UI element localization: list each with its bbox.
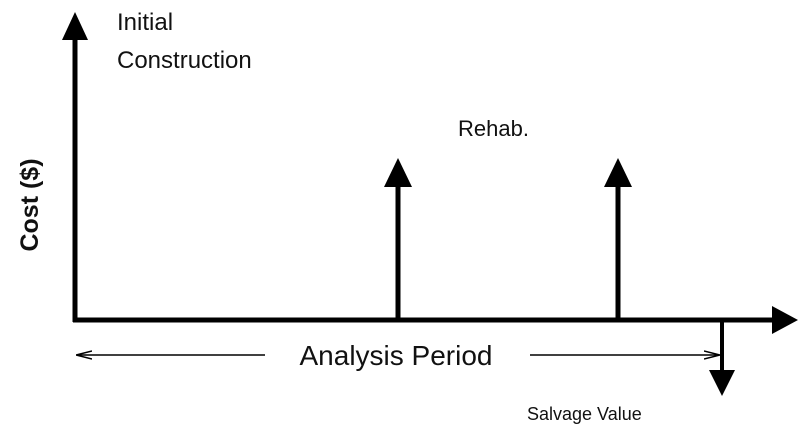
rehab-label: Rehab. [458,116,529,141]
y-axis-label: Cost ($) [16,158,44,251]
salvage-label: Salvage Value [527,404,642,424]
rehab-arrowhead [604,158,632,187]
salvage-arrowhead [709,370,735,396]
initial-label: Initial [117,9,173,36]
x-axis-arrow [772,306,798,334]
initial-label: Construction [117,47,252,74]
rehab-arrowhead [384,158,412,187]
y-axis-arrow [62,12,88,40]
x-axis-label: Analysis Period [300,340,493,371]
